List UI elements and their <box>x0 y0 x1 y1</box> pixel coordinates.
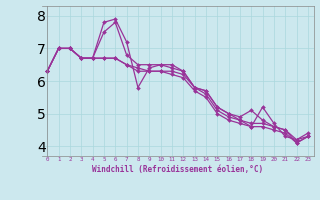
X-axis label: Windchill (Refroidissement éolien,°C): Windchill (Refroidissement éolien,°C) <box>92 165 263 174</box>
